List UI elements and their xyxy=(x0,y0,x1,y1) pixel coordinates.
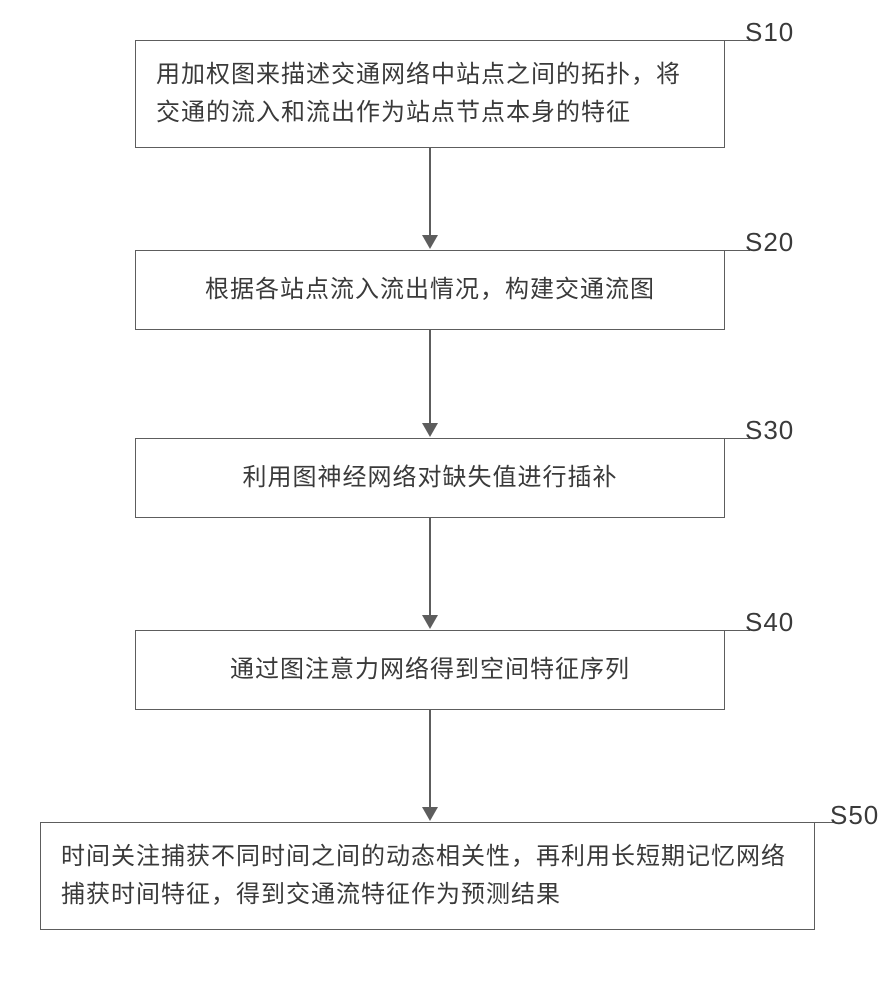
step-text-s40: 通过图注意力网络得到空间特征序列 xyxy=(230,651,630,689)
step-box-s20: 根据各站点流入流出情况，构建交通流图 xyxy=(135,250,725,330)
step-label-s30: S30 xyxy=(745,415,794,446)
step-label-s20: S20 xyxy=(745,227,794,258)
step-box-s40: 通过图注意力网络得到空间特征序列 xyxy=(135,630,725,710)
step-text-s20: 根据各站点流入流出情况，构建交通流图 xyxy=(205,271,655,309)
step-text-s50: 时间关注捕获不同时间之间的动态相关性，再利用长短期记忆网络捕获时间特征，得到交通… xyxy=(61,838,794,915)
arrow-1 xyxy=(422,148,438,249)
step-label-s50: S50 xyxy=(830,800,879,831)
arrow-4 xyxy=(422,710,438,821)
step-box-s10: 用加权图来描述交通网络中站点之间的拓扑，将交通的流入和流出作为站点节点本身的特征 xyxy=(135,40,725,148)
step-text-s10: 用加权图来描述交通网络中站点之间的拓扑，将交通的流入和流出作为站点节点本身的特征 xyxy=(156,56,704,133)
arrow-3 xyxy=(422,518,438,629)
flowchart-container: 用加权图来描述交通网络中站点之间的拓扑，将交通的流入和流出作为站点节点本身的特征… xyxy=(0,0,881,1000)
step-text-s30: 利用图神经网络对缺失值进行插补 xyxy=(243,459,618,497)
step-box-s30: 利用图神经网络对缺失值进行插补 xyxy=(135,438,725,518)
step-label-s10: S10 xyxy=(745,17,794,48)
step-label-s40: S40 xyxy=(745,607,794,638)
step-box-s50: 时间关注捕获不同时间之间的动态相关性，再利用长短期记忆网络捕获时间特征，得到交通… xyxy=(40,822,815,930)
arrow-2 xyxy=(422,330,438,437)
